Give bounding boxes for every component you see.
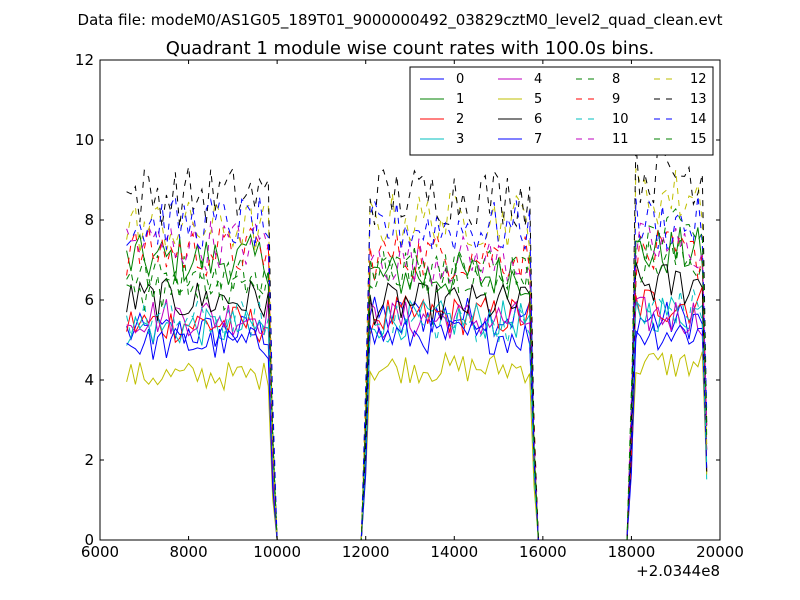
series-line-5 [126,351,708,540]
legend-label-15: 15 [690,132,707,147]
axis-ticks: 6000 8000 10000 12000 14000 16000 18000 20000 0 2… [75,51,744,561]
x-tick-label: 10000 [253,543,301,561]
y-tick-label: 12 [75,51,94,69]
x-tick-label: 6000 [81,543,119,561]
series-line-13 [126,142,708,540]
series-line-6 [126,261,708,540]
x-tick-label: 8000 [169,543,207,561]
series-layer [126,142,708,540]
figure-suptitle: Data file: modeM0/AS1G05_189T01_90000004… [78,11,723,30]
legend-label-0: 0 [456,72,464,87]
x-offset-label: +2.0344e8 [636,562,720,580]
series-line-4 [126,296,708,540]
y-tick-label: 4 [84,371,94,389]
chart-title: Quadrant 1 module wise count rates with … [166,38,655,59]
legend-box [409,66,714,156]
series-line-3 [126,295,708,540]
series-line-8 [126,237,708,540]
y-tick-label: 8 [84,211,94,229]
series-line-15 [126,207,708,540]
series-line-7 [126,317,708,540]
legend-label-12: 12 [690,72,707,87]
y-tick-label: 10 [75,131,94,149]
legend-label-9: 9 [612,92,620,107]
legend-label-13: 13 [690,92,707,107]
x-tick-label: 20000 [696,543,744,561]
legend-label-1: 1 [456,92,464,107]
legend-label-2: 2 [456,112,464,127]
y-tick-label: 6 [84,291,94,309]
legend-label-7: 7 [534,132,542,147]
legend-label-14: 14 [690,112,707,127]
series-line-10 [126,289,708,540]
legend-label-8: 8 [612,72,620,87]
x-tick-label: 14000 [430,543,478,561]
legend-label-6: 6 [534,112,542,127]
series-line-2 [126,286,708,540]
legend-label-11: 11 [612,132,629,147]
series-line-14 [126,194,708,540]
y-tick-label: 2 [84,451,94,469]
legend-label-4: 4 [534,72,542,87]
legend-label-3: 3 [456,132,464,147]
x-tick-label: 16000 [519,543,567,561]
x-tick-label: 18000 [608,543,656,561]
legend-label-10: 10 [612,112,629,127]
x-tick-label: 12000 [342,543,390,561]
series-line-1 [126,226,708,540]
legend-label-5: 5 [534,92,542,107]
series-line-12 [126,168,708,540]
y-tick-label: 0 [84,531,94,549]
